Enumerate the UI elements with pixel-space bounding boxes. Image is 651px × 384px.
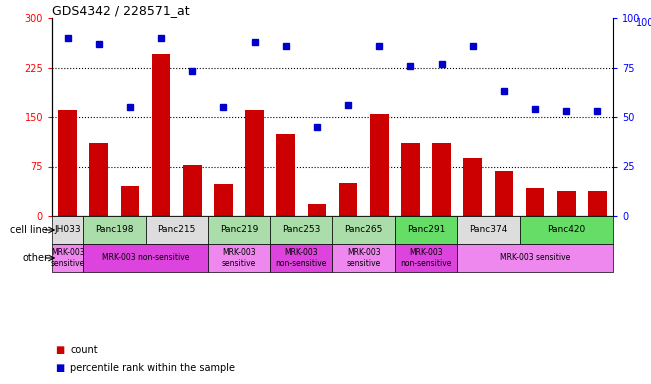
Text: ■: ■ [55, 363, 64, 373]
Bar [277, 134, 295, 216]
Text: count: count [70, 345, 98, 355]
Text: Panc198: Panc198 [95, 225, 133, 235]
Text: MRK-003
sensitive: MRK-003 sensitive [51, 248, 85, 268]
Text: cell line: cell line [10, 225, 48, 235]
Bar [120, 186, 139, 216]
Text: Panc219: Panc219 [220, 225, 258, 235]
Text: MRK-003
sensitive: MRK-003 sensitive [222, 248, 256, 268]
Bar [245, 111, 264, 216]
Bar [432, 143, 451, 216]
Bar [519, 216, 613, 244]
Bar [333, 244, 395, 272]
Text: Panc420: Panc420 [547, 225, 585, 235]
Bar [52, 216, 83, 244]
Bar [214, 184, 233, 216]
Text: MRK-003 sensitive: MRK-003 sensitive [500, 253, 570, 263]
Bar [339, 183, 357, 216]
Bar [495, 171, 513, 216]
Bar [58, 111, 77, 216]
Bar [395, 244, 457, 272]
Bar [270, 244, 333, 272]
Bar [333, 216, 395, 244]
Bar [52, 244, 83, 272]
Bar [83, 244, 208, 272]
Text: Panc265: Panc265 [344, 225, 383, 235]
Text: MRK-003
non-sensitive: MRK-003 non-sensitive [400, 248, 452, 268]
Bar [83, 216, 146, 244]
Bar [183, 164, 202, 216]
Bar [208, 216, 270, 244]
Bar [464, 158, 482, 216]
Text: JH033: JH033 [54, 225, 81, 235]
Text: GDS4342 / 228571_at: GDS4342 / 228571_at [52, 4, 189, 17]
Text: MRK-003
non-sensitive: MRK-003 non-sensitive [275, 248, 327, 268]
Bar [307, 204, 326, 216]
Text: other: other [22, 253, 48, 263]
Text: Panc374: Panc374 [469, 225, 508, 235]
Text: Panc291: Panc291 [407, 225, 445, 235]
Bar [152, 54, 171, 216]
Bar [208, 244, 270, 272]
Bar [457, 216, 519, 244]
Bar [395, 216, 457, 244]
Text: Panc215: Panc215 [158, 225, 196, 235]
Bar [526, 188, 544, 216]
Text: ■: ■ [55, 345, 64, 355]
Text: percentile rank within the sample: percentile rank within the sample [70, 363, 235, 373]
Text: Panc253: Panc253 [282, 225, 320, 235]
Bar [557, 191, 575, 216]
Text: MRK-003
sensitive: MRK-003 sensitive [346, 248, 381, 268]
Y-axis label: 100%: 100% [636, 18, 651, 28]
Bar [588, 191, 607, 216]
Bar [146, 216, 208, 244]
Bar [89, 143, 108, 216]
Bar [270, 216, 333, 244]
Text: MRK-003 non-sensitive: MRK-003 non-sensitive [102, 253, 189, 263]
Bar [370, 114, 389, 216]
Bar [457, 244, 613, 272]
Bar [401, 143, 420, 216]
